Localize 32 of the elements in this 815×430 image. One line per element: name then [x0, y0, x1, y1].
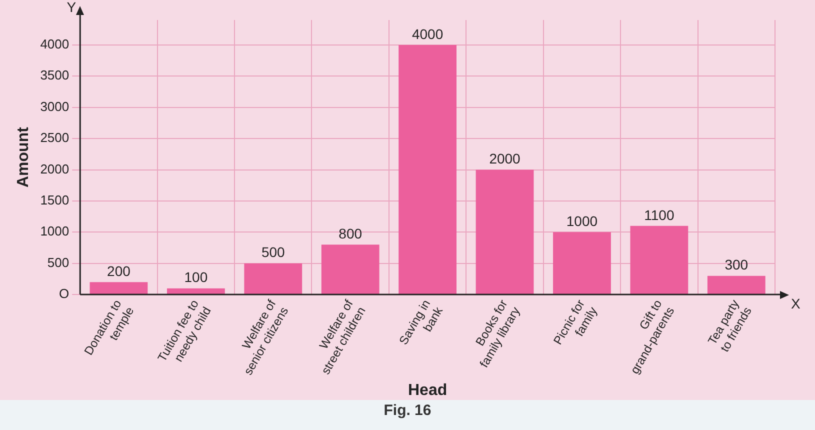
data-label: 4000 [412, 26, 444, 42]
y-tick-label: O [58, 286, 70, 302]
bar [398, 44, 457, 294]
bar [244, 263, 302, 294]
data-label: 800 [338, 225, 362, 242]
data-label: 2000 [489, 150, 521, 167]
y-tick-label: 1500 [40, 192, 70, 208]
bar [166, 288, 225, 294]
data-label: 1100 [644, 206, 674, 223]
x-axis-title: Head [408, 382, 448, 399]
y-axis-title: Amount [15, 126, 32, 188]
text: Y [66, 0, 77, 15]
data-label: 200 [107, 262, 131, 279]
data-label: 100 [184, 269, 208, 286]
bar [707, 276, 766, 294]
y-tick-label: 2000 [40, 161, 70, 176]
data-label: 300 [724, 256, 748, 273]
bar [630, 226, 688, 294]
data-label: 1000 [566, 213, 598, 230]
y-tick-label: 1000 [40, 224, 70, 239]
bar [321, 244, 380, 294]
bar [476, 170, 534, 294]
text: X [791, 295, 801, 312]
y-tick-label: 500 [47, 254, 70, 270]
y-tick-label: 4000 [40, 36, 70, 52]
y-tick-label: 2500 [40, 130, 70, 146]
bar [553, 232, 611, 294]
y-tick-label: 3000 [40, 98, 70, 114]
bar [90, 282, 148, 294]
data-label: 500 [261, 244, 286, 260]
y-tick-label: 3500 [40, 68, 70, 83]
caption: Fig. 16 [382, 402, 432, 419]
